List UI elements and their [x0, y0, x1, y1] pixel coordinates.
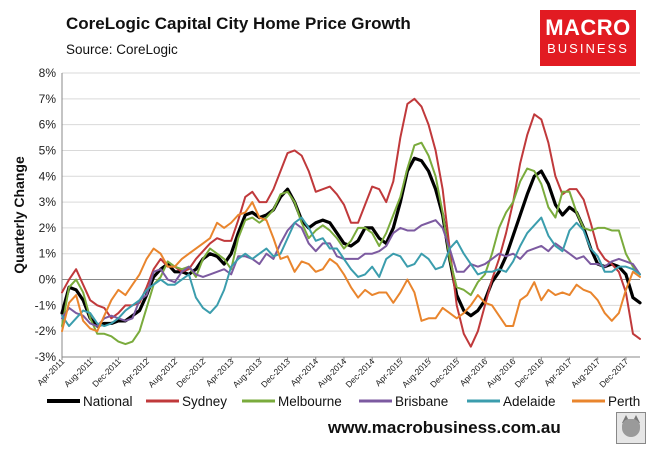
x-tick-label: Dec-2014: [343, 356, 376, 389]
y-tick-label: 7%: [39, 92, 57, 106]
legend-label-adelaide: Adelaide: [503, 394, 556, 409]
y-axis-label: Quarterly Change: [11, 156, 27, 274]
y-tick-label: 6%: [39, 118, 57, 132]
y-tick-label: 8%: [39, 66, 57, 80]
y-tick-label: -2%: [35, 324, 57, 338]
series-line-melbourne: [61, 141, 641, 346]
series-line-adelaide: [61, 216, 641, 328]
x-tick-label: Dec-2013: [259, 356, 292, 389]
source-note: Source: CoreLogic: [66, 42, 178, 57]
y-tick-label: 3%: [39, 195, 57, 209]
series-line-brisbane: [61, 219, 641, 328]
legend: National Sydney Melbourne Brisbane Adelaide P…: [47, 394, 640, 409]
y-tick-label: 2%: [39, 221, 57, 235]
legend-label-brisbane: Brisbane: [395, 394, 448, 409]
logo-line-2: BUSINESS: [547, 41, 629, 56]
x-tick-label: Aug-2013: [231, 356, 264, 389]
x-tick-label: Dec-2015: [428, 356, 461, 389]
series-line-sydney: [61, 97, 641, 348]
wolf-emblem-icon: [616, 412, 646, 444]
x-tick-label: Dec-2017: [597, 356, 630, 389]
y-tick-label: 5%: [39, 143, 57, 157]
x-tick-label: Aug-2011: [62, 356, 95, 389]
x-tick-label: Aug-2015: [400, 356, 433, 389]
legend-label-melbourne: Melbourne: [278, 394, 342, 409]
y-tick-label: -1%: [35, 298, 57, 312]
footer-url[interactable]: www.macrobusiness.com.au: [328, 418, 561, 437]
x-tick-label: Aug-2012: [146, 356, 179, 389]
y-tick-label: 0%: [39, 273, 57, 287]
chart-title: CoreLogic Capital City Home Price Growth: [66, 14, 411, 33]
logo-line-1: MACRO: [545, 15, 631, 40]
y-tick-label: -3%: [35, 350, 57, 364]
legend-label-perth: Perth: [608, 394, 640, 409]
x-tick-label: Dec-2016: [513, 356, 546, 389]
legend-label-sydney: Sydney: [182, 394, 227, 409]
y-tick-label: 1%: [39, 247, 57, 261]
x-tick-label: Aug-2016: [484, 356, 517, 389]
x-tick-label: Aug-2014: [315, 356, 348, 389]
x-tick-label: Aug-2017: [569, 356, 602, 389]
x-tick-label: Dec-2011: [90, 356, 123, 389]
y-tick-label: 4%: [39, 169, 57, 183]
series-line-national: [60, 156, 642, 328]
x-tick-label: Dec-2012: [174, 356, 207, 389]
macrobusiness-logo[interactable]: MACRO BUSINESS: [540, 10, 636, 66]
series-line-perth: [61, 201, 641, 333]
legend-label-national: National: [83, 394, 133, 409]
